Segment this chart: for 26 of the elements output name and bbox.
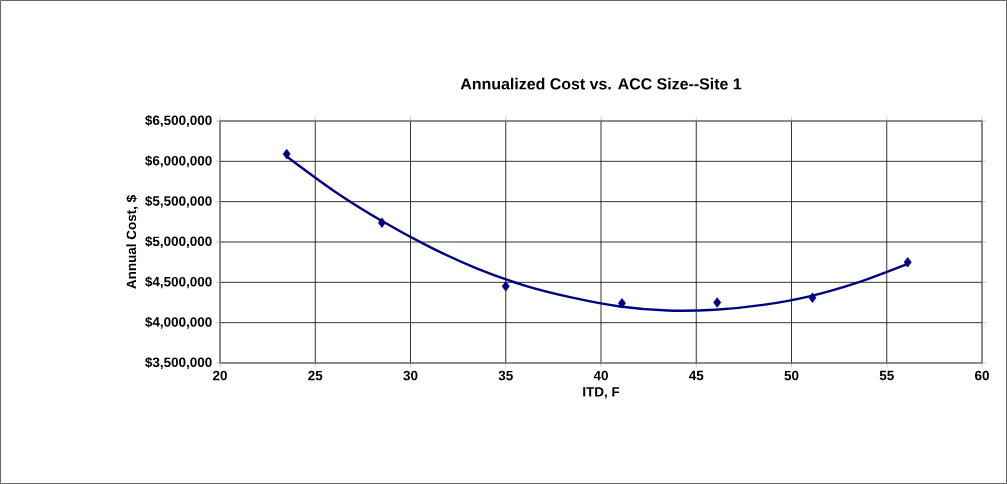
chart-title: Annualized Cost vs. ACC Size--Site 1 (460, 77, 742, 90)
x-tick-label: 50 (784, 370, 799, 381)
point (501, 281, 510, 292)
y-tick-label: $4,500,000 (145, 276, 212, 289)
x-tick-label: 30 (403, 370, 418, 381)
point (903, 256, 912, 268)
point (808, 292, 817, 303)
x-tick-label: 45 (688, 370, 704, 381)
x-tick-label: 20 (212, 370, 227, 381)
y-axis-title: Annual Cost, $ (126, 195, 139, 289)
x-tick-label: 40 (593, 370, 608, 381)
y-tick-label: $6,500,000 (145, 114, 212, 128)
y-tick-label: $3,500,000 (145, 356, 212, 370)
x-axis-title: ITD, F (583, 387, 620, 399)
y-tick-label: $5,000,000 (145, 235, 212, 249)
x-tick-label: 60 (975, 370, 989, 381)
y-tick-label: $4,000,000 (145, 316, 212, 329)
point (377, 217, 386, 228)
point (282, 148, 291, 160)
x-tick-label: 55 (879, 370, 894, 381)
point (618, 298, 626, 309)
x-tick-label: 35 (498, 370, 513, 381)
y-tick-label: $5,500,000 (145, 195, 212, 208)
x-tick-label: 25 (308, 370, 323, 381)
y-tick-label: $6,000,000 (145, 155, 212, 168)
point (713, 297, 722, 308)
